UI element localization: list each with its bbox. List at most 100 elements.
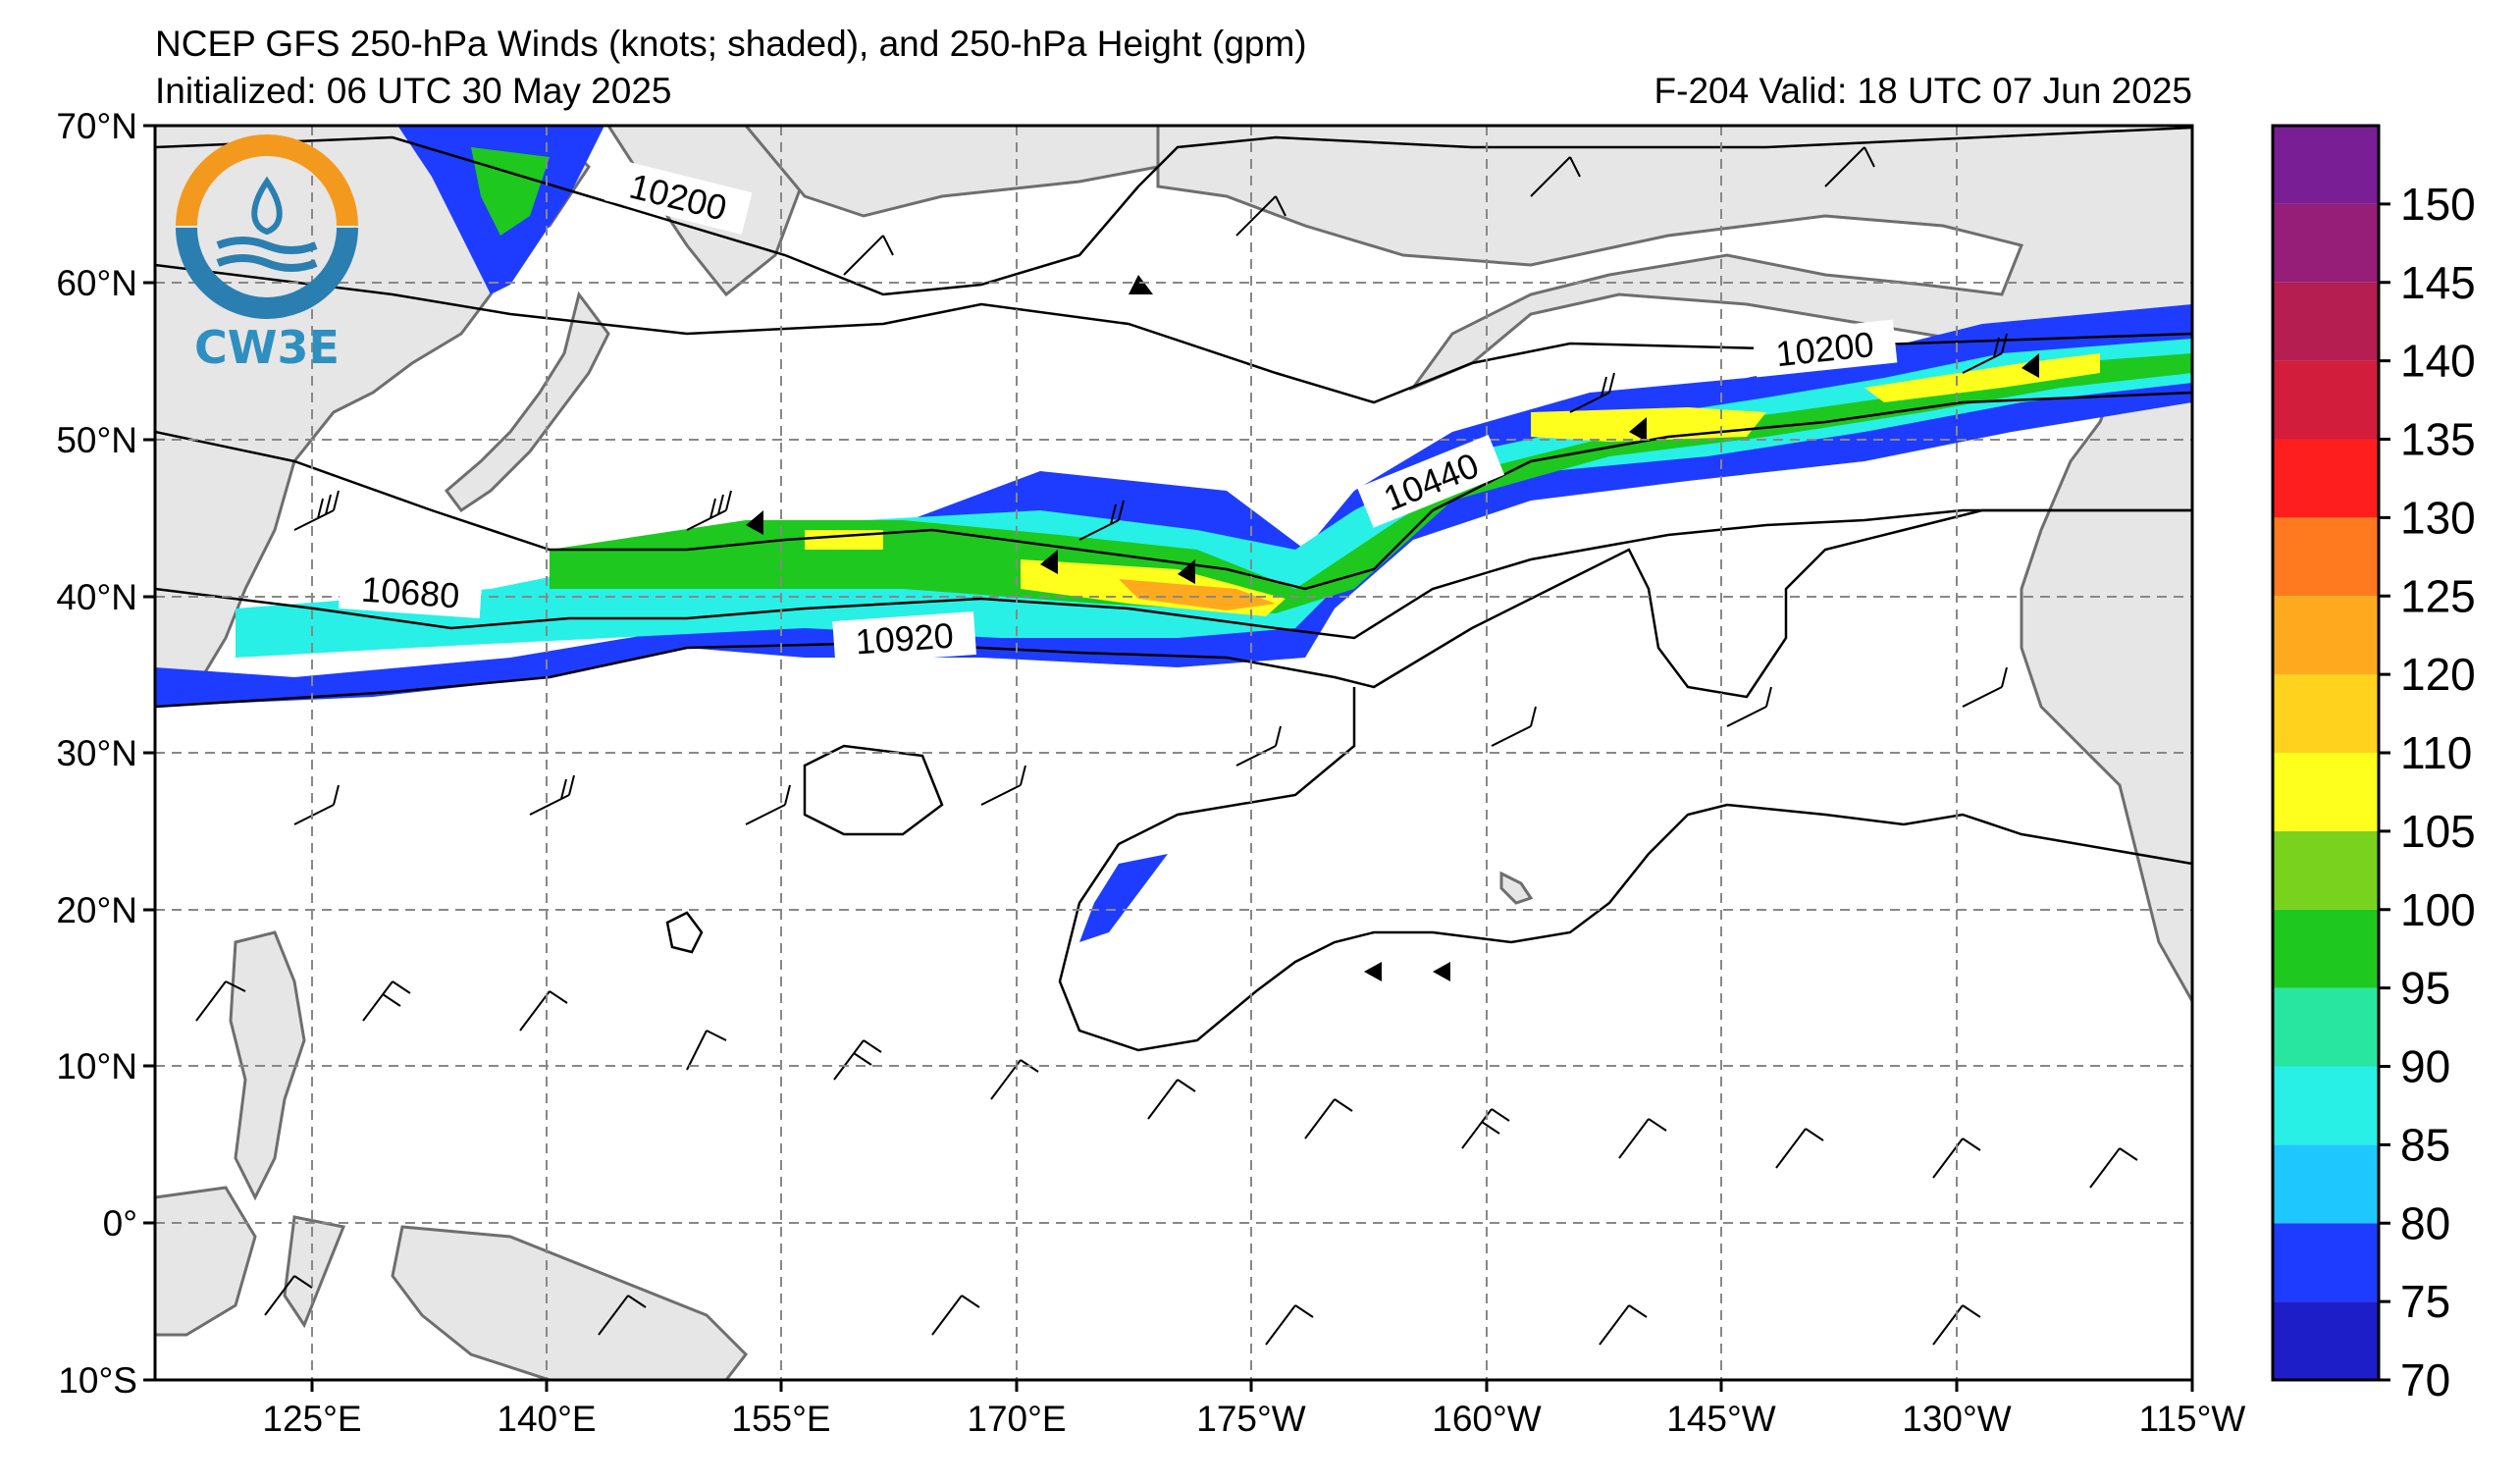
sulawesi <box>283 1215 346 1329</box>
colorbar-label: 90 <box>2400 1041 2450 1092</box>
lat-label: 70°N <box>56 106 137 146</box>
wind-barb <box>1235 195 1286 237</box>
height-contours <box>155 126 2192 1052</box>
wind-barb <box>686 1030 727 1071</box>
logo-wave-icon <box>216 237 318 272</box>
colorbar-box <box>2273 596 2379 675</box>
lon-label: 175°W <box>1196 1399 1306 1439</box>
colorbar-label: 120 <box>2400 649 2476 700</box>
wind-barb <box>519 990 568 1032</box>
colorbar-box <box>2273 909 2379 988</box>
wind-barb <box>1147 1079 1196 1120</box>
jet-shade-70 <box>155 304 2192 707</box>
map-title: NCEP GFS 250-hPa Winds (knots; shaded), … <box>155 24 1307 64</box>
colorbar-box <box>2273 830 2379 910</box>
wind-barb <box>833 1039 882 1081</box>
wind-barb-flag <box>1040 550 1058 574</box>
contour-line <box>803 744 944 836</box>
wind-barb <box>1962 333 2008 374</box>
colorbar-box <box>2273 1223 2379 1302</box>
jet-shade-120 <box>1119 579 1276 610</box>
lat-label: 10°S <box>58 1360 137 1401</box>
contour-label-bg <box>338 565 483 618</box>
wind-barb <box>1491 706 1537 747</box>
logo-drop-icon <box>251 176 283 236</box>
lon-label: 130°W <box>1902 1399 2012 1439</box>
colorbar-box <box>2273 439 2379 518</box>
colorbar-box <box>2273 360 2379 440</box>
hawaii <box>1499 871 1534 905</box>
colorbar-box <box>2273 1301 2379 1380</box>
jet-shade-95 <box>550 353 2192 613</box>
logo-ring-blue <box>176 227 358 319</box>
colorbar-label: 85 <box>2400 1119 2450 1170</box>
wind-barb-flags <box>746 275 2039 981</box>
colorbar-box <box>2273 203 2379 283</box>
wind-barb-flag <box>2021 353 2039 378</box>
cw3e-logo: CW3E <box>176 134 358 374</box>
wind-barb <box>1265 1304 1314 1346</box>
wind-barb <box>686 490 732 531</box>
lon-label: 145°W <box>1666 1399 1776 1439</box>
wind-barb <box>1599 1304 1648 1346</box>
wind-barb <box>598 1295 647 1336</box>
colorbar-box <box>2273 987 2379 1067</box>
colorbar-label: 145 <box>2400 257 2476 308</box>
wind-barb <box>1618 1118 1667 1159</box>
contour-line <box>1058 687 2192 1052</box>
contour-line <box>665 911 704 954</box>
colorbar-label: 135 <box>2400 414 2476 465</box>
lat-label: 50°N <box>56 420 137 460</box>
wind-barb <box>529 774 575 816</box>
wind-barb <box>1569 372 1615 413</box>
japan-islands <box>444 291 610 513</box>
wind-barb-flag <box>1178 559 1195 584</box>
lat-label: 0° <box>103 1203 137 1244</box>
colorbar-label: 110 <box>2400 727 2472 778</box>
colorbar-label: 140 <box>2400 336 2476 387</box>
wind-barb <box>1962 666 2008 708</box>
colorbar-box <box>2273 282 2379 361</box>
borneo <box>155 1186 257 1337</box>
lat-label: 40°N <box>56 577 137 617</box>
wind-barb <box>2089 1147 2138 1189</box>
philippines <box>229 930 306 1201</box>
wind-barb-flag <box>1129 275 1153 294</box>
jet-shade-105 <box>805 353 2100 616</box>
colorbar-label: 95 <box>2400 963 2450 1014</box>
wind-barb <box>264 1275 313 1316</box>
lon-axis: 125°E 140°E 155°E 170°E 175°W 160°W 145°… <box>262 1380 2245 1439</box>
contour-line <box>155 263 2192 404</box>
contour-line <box>155 126 2192 296</box>
lat-label: 10°N <box>56 1046 137 1086</box>
contour-label-bg <box>1357 434 1505 528</box>
wind-barb <box>1078 500 1125 541</box>
colorbar-box <box>2273 674 2379 753</box>
logo-text: CW3E <box>194 321 340 374</box>
colorbar-label: 80 <box>2400 1197 2450 1248</box>
wind-barb <box>1726 686 1772 727</box>
alaska <box>1156 126 2192 392</box>
wind-barb <box>362 980 411 1022</box>
wind-barb <box>843 235 894 276</box>
wind-barb-flag <box>1433 962 1450 981</box>
lon-label: 115°W <box>2139 1399 2246 1439</box>
wind-barb <box>293 784 340 825</box>
jet-shade-cut <box>397 126 1168 942</box>
colorbar-box <box>2273 1144 2379 1224</box>
wind-barb <box>1304 1098 1353 1139</box>
colorbar-box <box>2273 1066 2379 1145</box>
lat-label: 20°N <box>56 890 137 930</box>
colorbar-label: 125 <box>2400 570 2476 621</box>
lon-label: 125°E <box>262 1399 361 1439</box>
contour-label: 10920 <box>854 615 955 662</box>
lon-label: 170°E <box>967 1399 1066 1439</box>
wind-barb-flag <box>746 510 763 535</box>
contour-line <box>155 508 2192 640</box>
wind-barb <box>1235 725 1282 767</box>
wind-barb-flag <box>1629 417 1647 442</box>
wind-barbs <box>195 146 2138 1346</box>
wind-barb <box>1775 1128 1824 1169</box>
wind-barb <box>293 490 340 531</box>
